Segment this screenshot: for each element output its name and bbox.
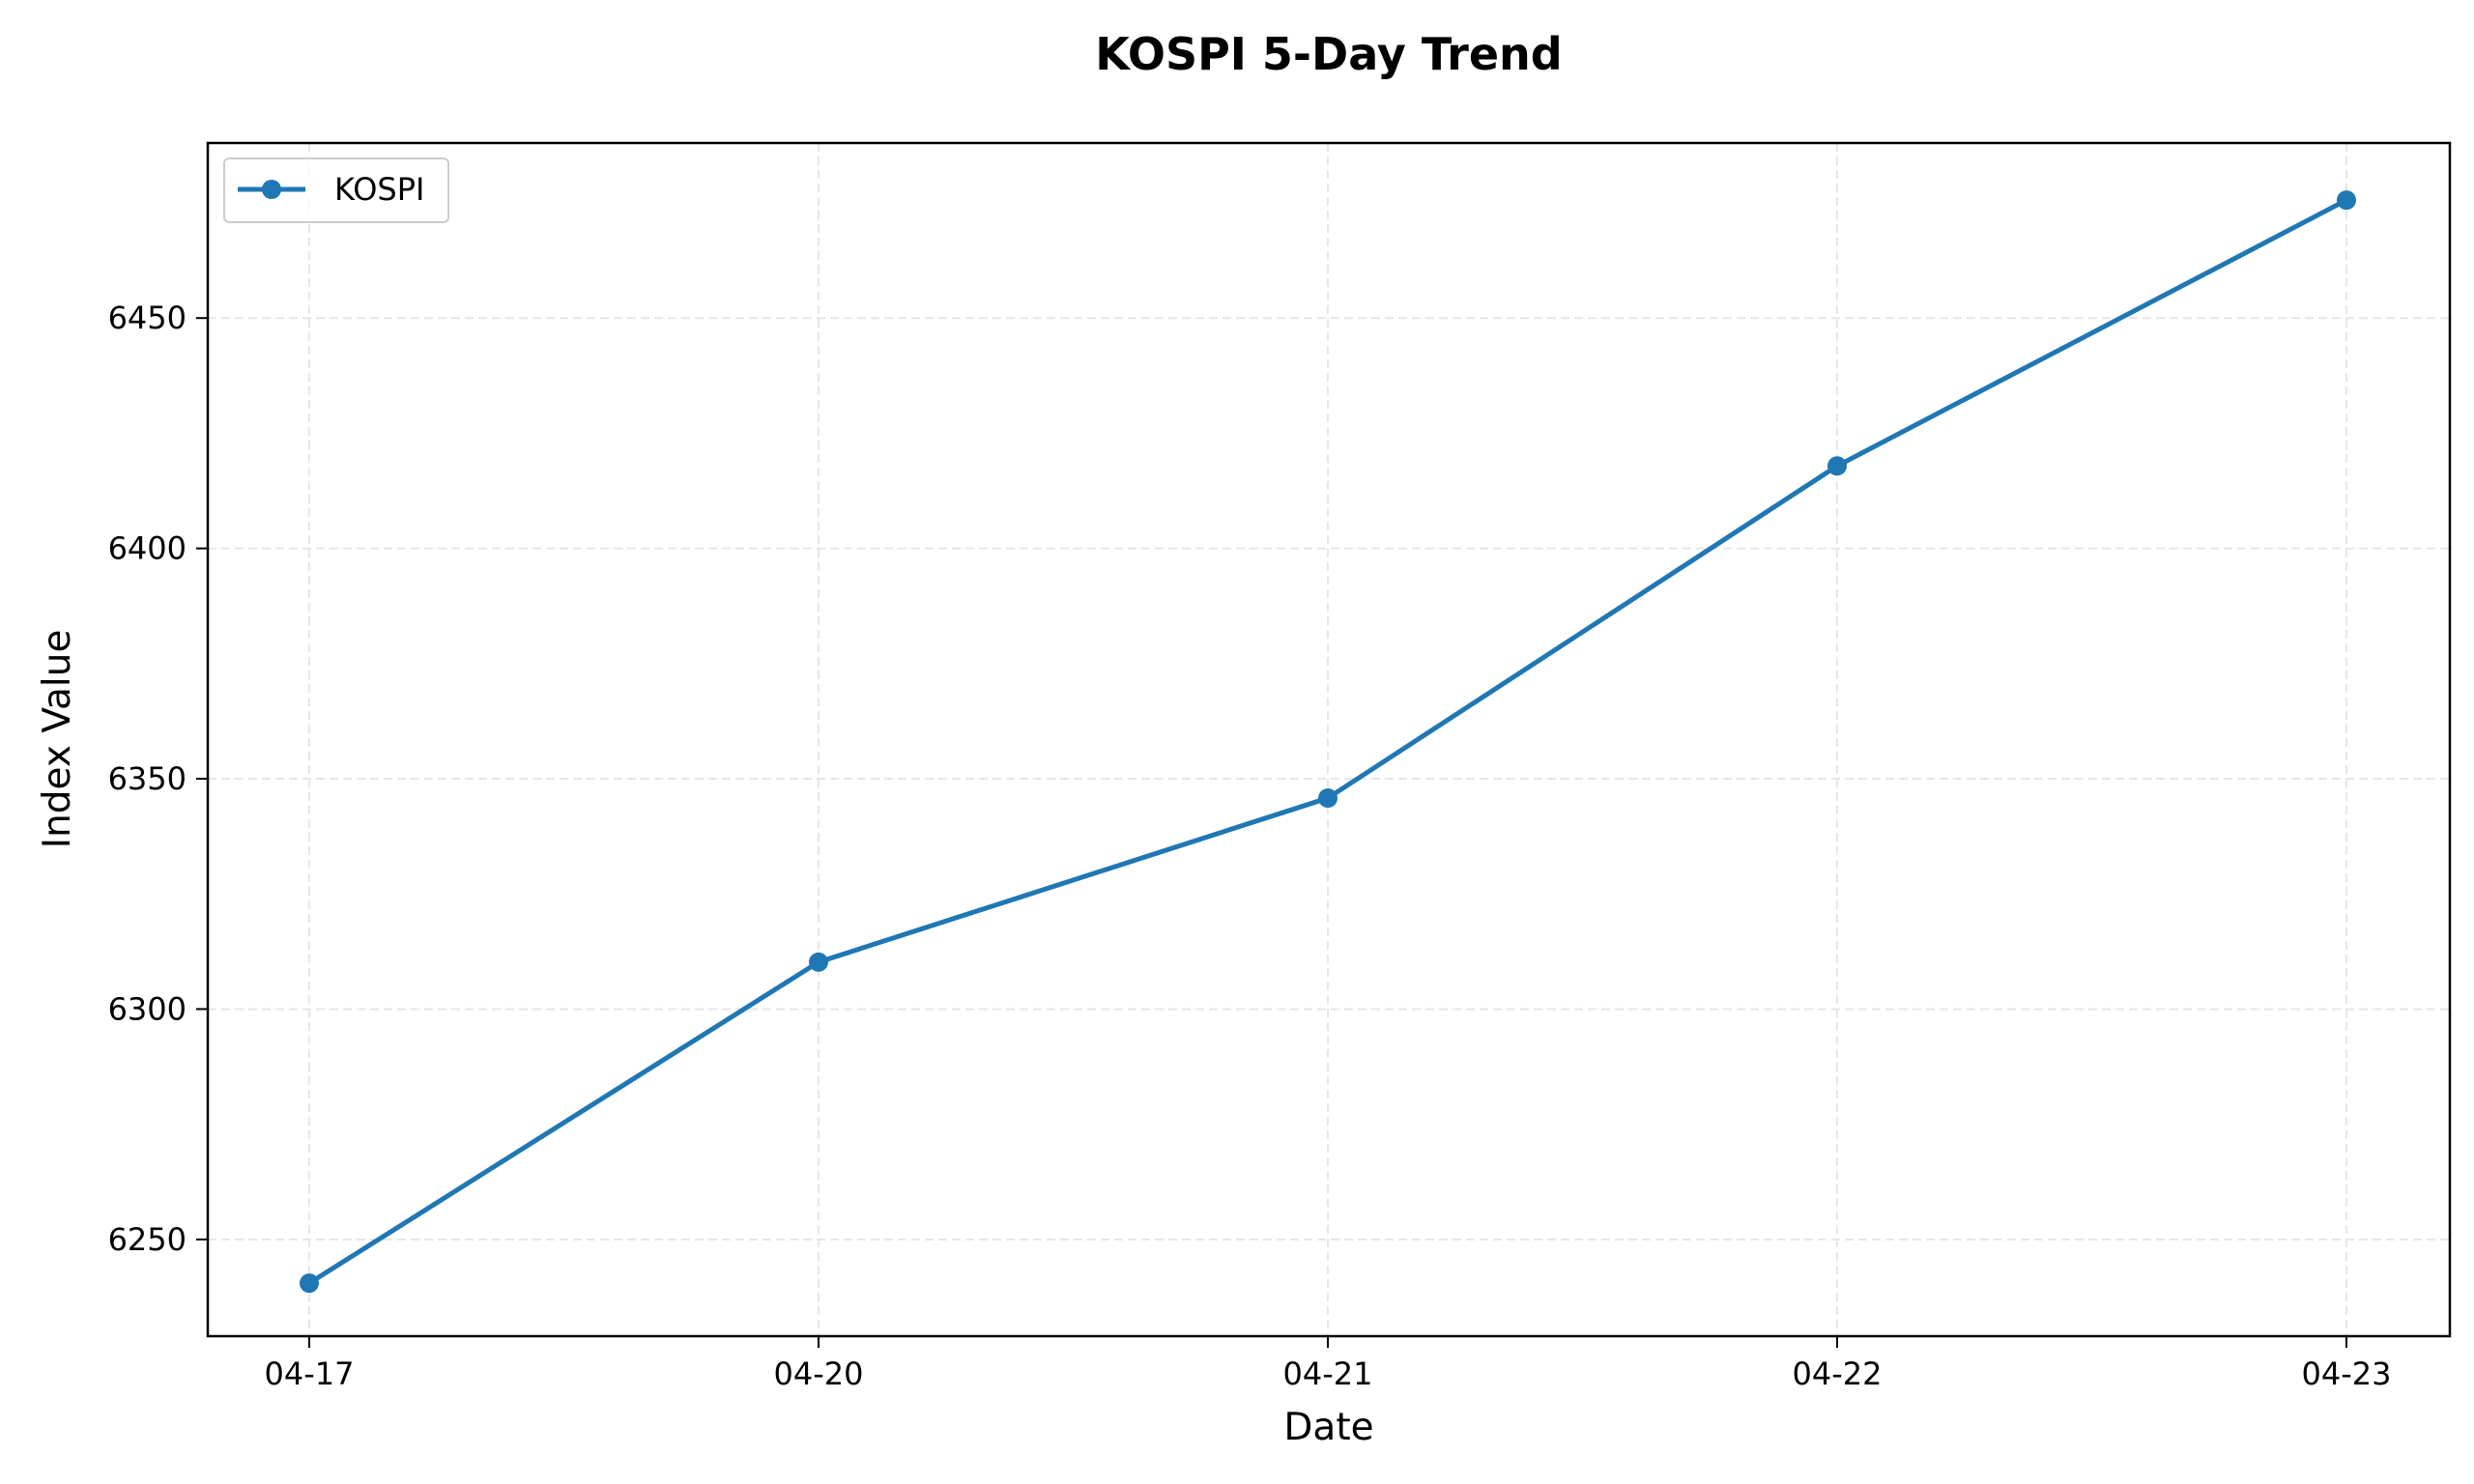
x-axis-label: Date bbox=[1283, 1406, 1373, 1449]
y-tick-label: 6250 bbox=[108, 1221, 187, 1258]
y-tick-label: 6350 bbox=[108, 760, 187, 797]
y-axis: 6250 6300 6350 6400 6450 bbox=[108, 300, 208, 1258]
y-tick-label: 6400 bbox=[108, 530, 187, 567]
data-point bbox=[300, 1273, 319, 1294]
legend-box bbox=[223, 157, 449, 223]
y-tick-label: 6450 bbox=[108, 300, 187, 336]
legend: KOSPI bbox=[223, 157, 449, 223]
grid bbox=[208, 143, 2450, 1336]
legend-marker-swatch bbox=[262, 180, 281, 199]
x-axis: 04-17 04-20 04-21 04-22 04-23 bbox=[265, 1336, 2392, 1392]
data-point bbox=[2337, 190, 2356, 211]
data-point bbox=[1318, 788, 1338, 809]
chart-title: KOSPI 5-Day Trend bbox=[1095, 28, 1562, 80]
y-tick-label: 6300 bbox=[108, 990, 187, 1027]
x-tick-label: 04-22 bbox=[1793, 1356, 1883, 1392]
x-tick-label: 04-17 bbox=[265, 1356, 355, 1392]
x-tick-label: 04-21 bbox=[1283, 1356, 1373, 1392]
x-tick-label: 04-23 bbox=[2302, 1356, 2392, 1392]
x-tick-label: 04-20 bbox=[774, 1356, 864, 1392]
series-layer bbox=[300, 190, 2356, 1294]
y-axis-label: Index Value bbox=[36, 630, 79, 849]
data-point bbox=[1827, 456, 1847, 476]
legend-label-kospi: KOSPI bbox=[334, 171, 424, 208]
data-point bbox=[809, 952, 828, 972]
